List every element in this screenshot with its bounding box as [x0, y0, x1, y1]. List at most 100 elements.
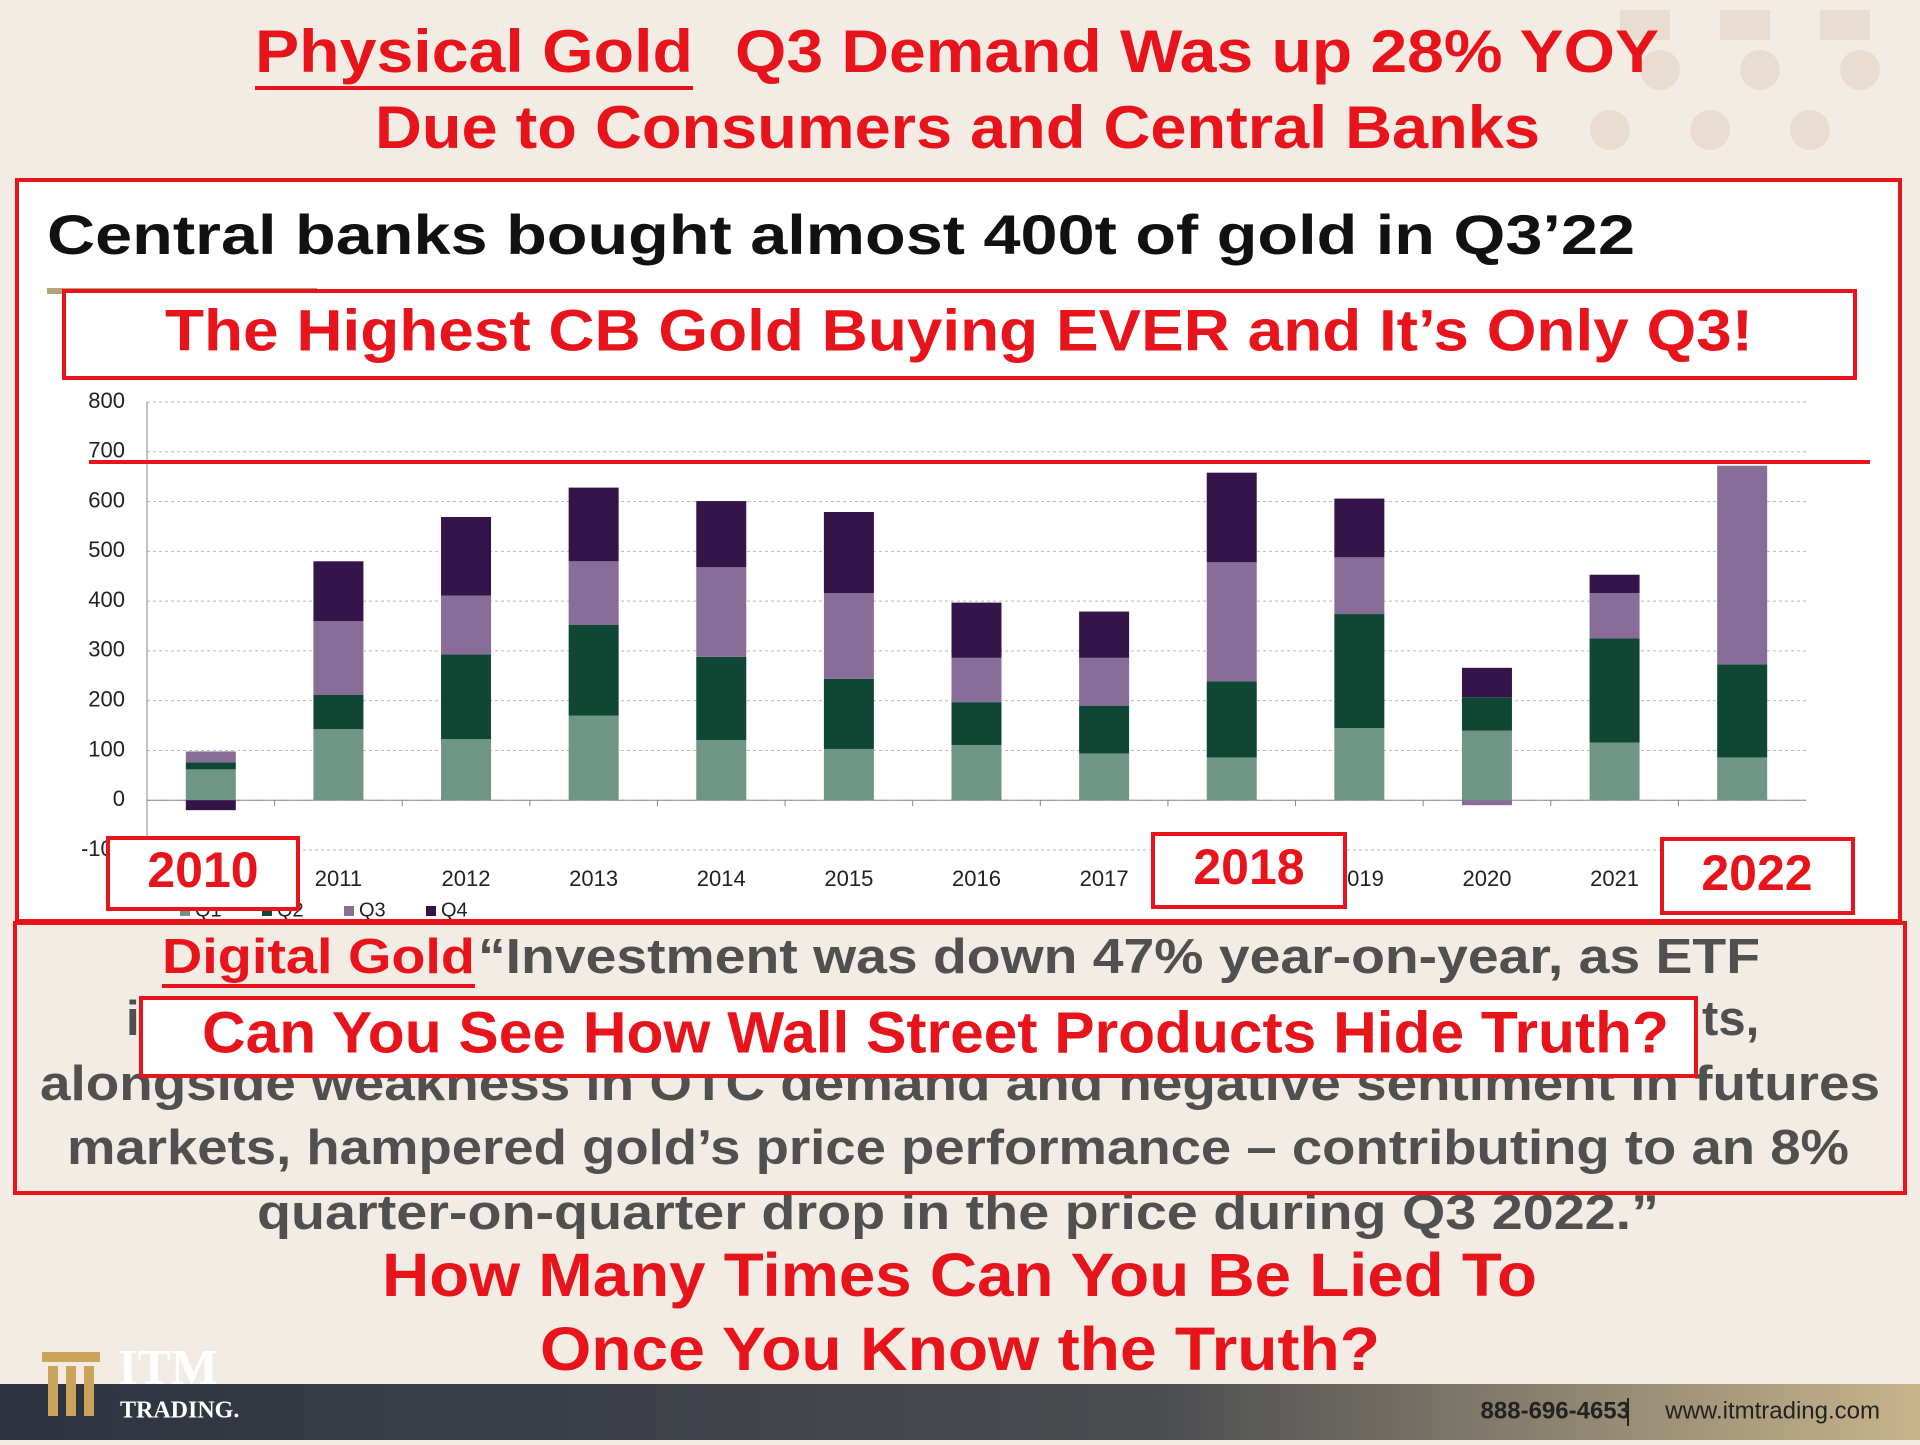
legend-swatch — [426, 906, 436, 916]
bar-segment — [1334, 614, 1385, 729]
x-tick-label: 2016 — [952, 866, 1001, 891]
quote-frame — [13, 921, 1907, 1195]
bar-segment — [951, 702, 1002, 745]
decor — [1590, 10, 1880, 150]
legend-label: Q3 — [359, 899, 386, 921]
y-tick-label: 400 — [88, 587, 125, 612]
bar-segment — [1334, 728, 1385, 801]
bar-segment — [185, 762, 236, 770]
bar-segment — [568, 625, 619, 716]
x-tick-label: 2011 — [315, 866, 362, 891]
closing-line: How Many Times Can You Be Lied To — [382, 1241, 1537, 1309]
y-tick-label: 100 — [88, 736, 125, 761]
bar-segment — [1717, 465, 1768, 665]
year-label: 2010 — [147, 842, 258, 898]
bar-segment — [1206, 472, 1257, 563]
bar-segment — [185, 751, 236, 763]
bar-segment — [1079, 753, 1130, 801]
bar-segment — [1461, 667, 1512, 698]
x-tick-label: 2015 — [824, 866, 873, 891]
logo-mark — [42, 1352, 100, 1416]
headline-box — [62, 289, 1857, 380]
bar-segment — [823, 748, 874, 801]
bar-segment — [1461, 697, 1512, 731]
y-tick-label: 300 — [88, 637, 125, 662]
bar-segment — [696, 567, 747, 657]
y-tick-label: 800 — [88, 388, 125, 413]
year-box — [1151, 832, 1347, 909]
bar-segment — [568, 715, 619, 801]
bar-segment — [568, 487, 619, 562]
closing-line: Once You Know the Truth? — [540, 1315, 1380, 1383]
bar-segment — [1206, 757, 1257, 801]
bar-segment — [1206, 562, 1257, 682]
website: www.itmtrading.com — [1664, 1397, 1880, 1424]
quote-line: ts, — [1702, 992, 1759, 1046]
bar-segment — [185, 800, 236, 811]
logo-sub: TRADING. — [120, 1398, 239, 1424]
x-tick-label: 2021 — [1590, 866, 1639, 891]
bar-segment — [1589, 574, 1640, 594]
quote-line: markets, hampered gold’s price performan… — [67, 1121, 1849, 1175]
year-box — [106, 836, 300, 911]
legend-swatch — [344, 906, 354, 916]
bar-segment — [951, 744, 1002, 801]
bar-segment — [313, 621, 364, 695]
headline: The Highest CB Gold Buying EVER and It’s… — [165, 298, 1753, 363]
bar-segment — [441, 516, 492, 596]
bar-segment — [1461, 730, 1512, 801]
bar-segment — [568, 561, 619, 626]
y-tick-label: 600 — [88, 487, 125, 512]
x-tick-label: 2020 — [1462, 866, 1511, 891]
bar-segment — [823, 512, 874, 594]
bar-segment — [1334, 557, 1385, 615]
x-tick-label: 2014 — [697, 866, 746, 891]
bar-segment — [441, 738, 492, 801]
bar-segment — [441, 654, 492, 739]
bar-segment — [313, 561, 364, 622]
year-label: 2022 — [1701, 845, 1812, 901]
bar-segment — [696, 501, 747, 568]
bar-segment — [696, 739, 747, 801]
bar-segment — [1717, 757, 1768, 801]
year-box — [1660, 837, 1855, 915]
x-tick-label: 2013 — [569, 866, 618, 891]
bar-segment — [823, 593, 874, 679]
header-underlined: Physical Gold — [255, 18, 693, 85]
bar-segment — [1461, 800, 1512, 806]
bar-segment — [1717, 664, 1768, 758]
bar-segment — [1589, 742, 1640, 801]
y-tick-label: 0 — [113, 786, 125, 811]
quote-line: “Investment was down 47% year-on-year, a… — [478, 930, 1760, 984]
bar-segment — [1589, 593, 1640, 639]
bar-segment — [951, 602, 1002, 658]
quote-line: i — [126, 992, 140, 1046]
bar-segment — [1206, 681, 1257, 758]
bar-segment — [823, 678, 874, 749]
header-title: Q3 Demand Was up 28% YOY — [735, 18, 1659, 85]
bar-segment — [696, 656, 747, 740]
plot: -100010020030040050060070080020102011201… — [81, 388, 1806, 921]
y-tick-label: 200 — [88, 686, 125, 711]
bar-segment — [1589, 638, 1640, 743]
x-tick-label: 2017 — [1080, 866, 1129, 891]
bar-segment — [1334, 498, 1385, 558]
overlay-box — [139, 996, 1698, 1078]
bar-segment — [185, 769, 236, 801]
bar-segment — [313, 729, 364, 801]
quote-label: Digital Gold — [162, 930, 475, 984]
phone: 888-696-4653 — [1481, 1397, 1630, 1424]
header-subtitle: Due to Consumers and Central Banks — [375, 94, 1540, 161]
x-tick-label: 2012 — [442, 866, 491, 891]
y-tick-label: 500 — [88, 537, 125, 562]
bar-segment — [951, 657, 1002, 703]
bar-segment — [1079, 611, 1130, 658]
overlay-text: Can You See How Wall Street Products Hid… — [202, 1000, 1669, 1065]
bar-segment — [1079, 705, 1130, 754]
bar-segment — [1079, 657, 1130, 706]
chart-title: Central banks bought almost 400t of gold… — [47, 203, 1635, 266]
bar-segment — [313, 694, 364, 730]
logo: ITM — [118, 1338, 218, 1394]
year-label: 2018 — [1193, 839, 1304, 895]
